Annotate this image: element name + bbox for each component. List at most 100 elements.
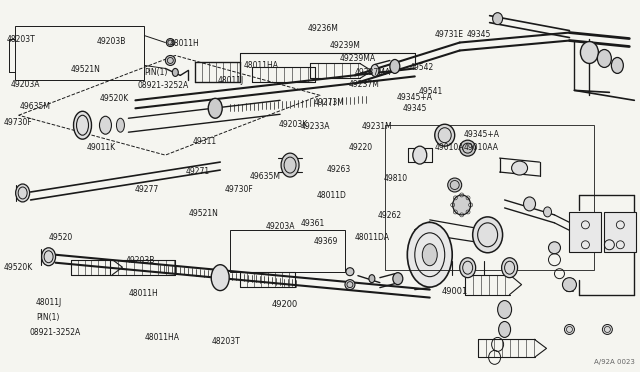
Text: 49520K: 49520K [4,263,33,272]
Ellipse shape [393,273,403,285]
Text: 49203A: 49203A [266,222,295,231]
Text: 49730F: 49730F [4,119,33,128]
Text: 08921-3252A: 08921-3252A [138,81,189,90]
Text: 49220: 49220 [349,142,373,151]
Text: 49361: 49361 [301,219,325,228]
Text: 49011K: 49011K [87,142,116,151]
Bar [570,212,602,252]
Ellipse shape [172,68,179,76]
Text: 49541: 49541 [419,87,444,96]
Ellipse shape [211,265,229,291]
Ellipse shape [452,195,470,215]
Ellipse shape [422,244,437,266]
Text: 08921-3252A: 08921-3252A [29,328,81,337]
Ellipse shape [99,116,111,134]
Ellipse shape [563,278,577,292]
Text: 48203T: 48203T [211,337,240,346]
Ellipse shape [165,55,175,65]
Ellipse shape [448,178,461,192]
Text: 49001: 49001 [442,287,468,296]
Text: 48203T: 48203T [7,35,36,44]
Text: 48011J: 48011J [36,298,62,307]
Text: 49200: 49200 [272,300,298,309]
Text: 49730F: 49730F [224,185,253,194]
Text: 49345: 49345 [403,104,428,113]
Text: 49010A: 49010A [435,142,465,151]
Ellipse shape [460,140,476,156]
Text: 49345: 49345 [467,29,492,39]
Ellipse shape [74,111,92,139]
Ellipse shape [435,124,454,146]
Ellipse shape [502,258,518,278]
Text: 49237MA: 49237MA [355,68,391,77]
Text: 49520K: 49520K [100,94,129,103]
Bar [385,125,595,270]
Text: 49239MA: 49239MA [339,54,375,62]
Text: 49521N: 49521N [71,65,101,74]
Text: 49311: 49311 [192,137,216,146]
Ellipse shape [564,324,575,334]
Ellipse shape [611,58,623,73]
Ellipse shape [15,184,29,202]
Ellipse shape [42,248,56,266]
Ellipse shape [369,275,375,283]
Text: 49731E: 49731E [435,29,464,39]
Text: 49233A: 49233A [301,122,330,131]
Bar [604,212,636,252]
Ellipse shape [543,207,552,217]
Text: 49231M: 49231M [362,122,392,131]
Text: 49237M: 49237M [349,80,380,89]
Text: 49520: 49520 [49,233,73,243]
Ellipse shape [548,242,561,254]
Text: 49369: 49369 [314,237,338,246]
Text: 48011H: 48011H [170,39,200,48]
Text: 49271: 49271 [186,167,210,176]
Ellipse shape [208,98,222,118]
Ellipse shape [580,42,598,64]
Ellipse shape [346,268,354,276]
Ellipse shape [281,153,299,177]
Text: 49239M: 49239M [330,41,360,50]
Text: 49203K: 49203K [278,121,308,129]
Text: 49810: 49810 [384,174,408,183]
Text: 49236M: 49236M [307,24,338,33]
Bar [230,230,345,272]
Text: PIN(1): PIN(1) [36,313,59,322]
Ellipse shape [498,301,511,318]
Text: 48011HA: 48011HA [145,333,179,343]
Text: 49521N: 49521N [189,209,219,218]
Text: 49542: 49542 [410,63,434,72]
Ellipse shape [116,118,124,132]
Ellipse shape [460,258,476,278]
Text: 49273M: 49273M [314,98,344,107]
Text: 49345+A: 49345+A [397,93,433,102]
Text: 49203B: 49203B [97,37,126,46]
Ellipse shape [413,146,427,164]
Text: 48011H: 48011H [129,289,158,298]
Ellipse shape [345,280,355,290]
Text: 48011J: 48011J [218,76,244,85]
Text: 48011HA: 48011HA [243,61,278,70]
Ellipse shape [390,60,400,73]
Text: 49635M: 49635M [20,102,51,111]
Text: 48011D: 48011D [317,191,347,200]
Ellipse shape [166,39,174,46]
Text: A/92A 0023: A/92A 0023 [595,359,636,365]
Bar [15,26,145,80]
Text: 49203B: 49203B [125,256,155,264]
Ellipse shape [499,321,511,337]
Text: 49263: 49263 [326,165,351,174]
Text: 49345+A: 49345+A [464,129,500,139]
Ellipse shape [407,222,452,287]
Text: 49262: 49262 [378,211,402,220]
Ellipse shape [602,324,612,334]
Text: 49277: 49277 [135,185,159,194]
Text: 49203A: 49203A [10,80,40,89]
Ellipse shape [524,197,536,211]
Text: PIN(1): PIN(1) [145,68,168,77]
Ellipse shape [371,64,379,76]
Ellipse shape [511,161,527,175]
Text: 49010AA: 49010AA [464,142,499,151]
Text: 49635M: 49635M [250,172,281,181]
Ellipse shape [493,13,502,25]
